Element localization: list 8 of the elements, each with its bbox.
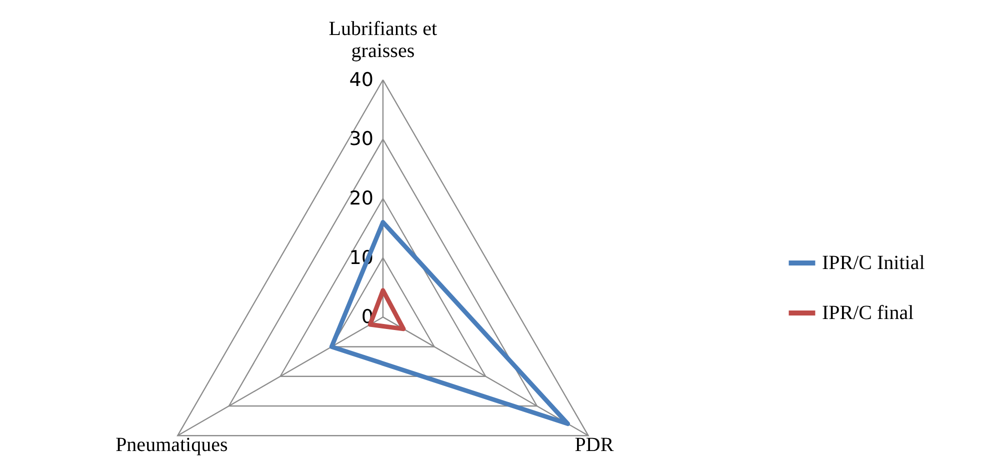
spoke-label: Lubrifiants et graisses — [328, 18, 438, 62]
legend-label: IPR/C Initial — [822, 252, 926, 274]
legend-label: IPR/C final — [822, 302, 914, 324]
y-tick-label: 30 — [349, 128, 374, 150]
y-tick-label: 40 — [349, 68, 374, 91]
spoke-label: Pneumatiques — [116, 434, 228, 456]
spoke-label: PDR — [574, 434, 614, 456]
y-tick-label: 20 — [349, 188, 374, 210]
